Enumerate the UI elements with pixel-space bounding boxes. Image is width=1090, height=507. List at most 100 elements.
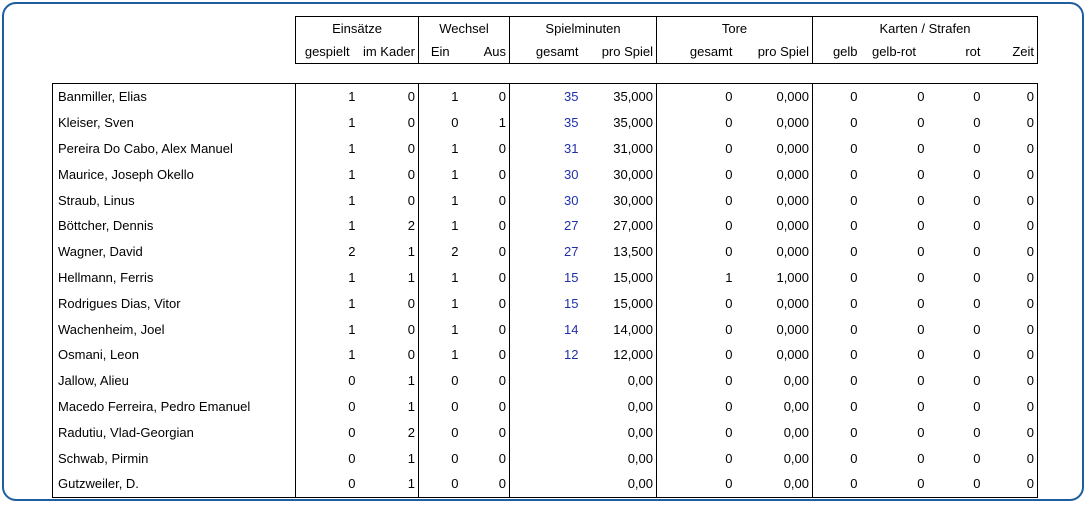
cell-minuten-gesamt	[509, 470, 582, 498]
cell-gelb: 0	[850, 269, 858, 285]
cell-zeit: 0	[983, 187, 1039, 213]
cell-minuten-gesamt: 35	[509, 82, 582, 110]
cell-ein: 0	[451, 115, 459, 131]
cell-tore-pro-spiel: 0,000	[735, 135, 814, 162]
cell-minuten-gesamt: 30	[564, 166, 579, 182]
cell-tore-pro-spiel: 0,00	[735, 393, 814, 420]
cell-minuten-gesamt	[510, 394, 582, 420]
cell-gespielt: 1	[295, 341, 359, 368]
cell-tore-gesamt: 0	[725, 321, 733, 337]
table-row: Rodrigues Dias, Vitor 1 0 1 0 15 15,000 0 0,000 0…	[52, 290, 1039, 317]
cell-tore-pro-spiel: 1,000	[735, 264, 814, 291]
cell-minuten-gesamt: 27	[564, 244, 579, 260]
table-row: Banmiller, Elias 1 0 1 0 35 35,000 0 0,000 0 0 0 0	[52, 82, 1039, 110]
cell-ein: 0	[451, 373, 459, 389]
cell-tore-gesamt: 0	[725, 244, 733, 260]
cell-minuten-pro-spiel: 30,000	[581, 161, 657, 188]
cell-minuten-pro-spiel: 0,00	[581, 470, 657, 498]
cell-ein: 0	[451, 450, 459, 466]
cell-gelb-rot: 0	[917, 115, 925, 131]
cell-gespielt: 1	[295, 290, 359, 317]
cell-gelb: 0	[850, 140, 858, 156]
cell-gelb-rot: 0	[917, 424, 925, 440]
player-name: Gutzweiler, D.	[52, 470, 296, 498]
player-name: Hellmann, Ferris	[52, 264, 296, 291]
cell-gelb-rot: 0	[917, 295, 925, 311]
cell-gelb-rot: 0	[917, 269, 925, 285]
cell-aus: 0	[461, 238, 510, 265]
cell-minuten-pro-spiel: 0,00	[581, 367, 657, 394]
cell-gelb-rot: 0	[917, 244, 925, 260]
col-aus: Aus	[461, 39, 510, 64]
cell-rot: 0	[973, 450, 981, 466]
cell-rot: 0	[927, 82, 984, 110]
cell-tore-gesamt: 0	[725, 166, 733, 182]
col-gespielt: gespielt	[295, 39, 359, 64]
col-minuten-pro-spiel: pro Spiel	[581, 39, 657, 64]
player-name: Kleiser, Sven	[52, 109, 296, 136]
cell-aus: 0	[461, 367, 510, 394]
cell-im-kader: 0	[358, 316, 419, 342]
empty-corner	[53, 39, 296, 64]
cell-tore-gesamt: 0	[725, 373, 733, 389]
cell-zeit: 0	[983, 393, 1039, 420]
cell-rot: 0	[927, 470, 984, 498]
cell-aus: 0	[461, 187, 510, 213]
cell-ein: 1	[451, 166, 459, 182]
group-wechsel: Wechsel	[418, 16, 510, 39]
cell-gespielt: 0	[295, 470, 359, 498]
cell-aus: 1	[461, 109, 510, 136]
group-karten: Karten / Strafen	[812, 16, 1039, 39]
cell-gelb-rot: 0	[917, 140, 925, 156]
cell-minuten-gesamt	[510, 368, 582, 394]
cell-tore-gesamt: 0	[725, 450, 733, 466]
cell-minuten-pro-spiel: 15,000	[581, 264, 657, 291]
cell-gelb-rot: 0	[917, 218, 925, 234]
group-spielminuten: Spielminuten	[509, 16, 657, 39]
cell-im-kader: 1	[358, 367, 419, 394]
table-row: Maurice, Joseph Okello 1 0 1 0 30 30,000 0 0,000…	[52, 161, 1039, 188]
player-name: Straub, Linus	[52, 187, 296, 213]
cell-gelb: 0	[812, 470, 861, 498]
group-tore: Tore	[655, 16, 813, 39]
cell-tore-gesamt: 0	[725, 218, 733, 234]
cell-aus: 0	[461, 264, 510, 291]
cell-minuten-pro-spiel: 31,000	[581, 135, 657, 162]
cell-ein: 1	[451, 192, 459, 208]
cell-gelb-rot: 0	[917, 347, 925, 363]
cell-rot: 0	[973, 347, 981, 363]
cell-ein: 1	[451, 295, 459, 311]
cell-aus: 0	[461, 393, 510, 420]
cell-zeit: 0	[983, 109, 1039, 136]
cell-zeit: 0	[983, 367, 1039, 394]
cell-minuten-pro-spiel: 35,000	[581, 82, 657, 110]
col-ein: Ein	[418, 39, 462, 64]
col-tore-gesamt: gesamt	[656, 39, 736, 64]
col-minuten-gesamt: gesamt	[509, 39, 582, 64]
player-name: Banmiller, Elias	[52, 82, 296, 110]
cell-tore-pro-spiel: 0,000	[735, 82, 814, 110]
player-name: Jallow, Alieu	[52, 367, 296, 394]
cell-tore-pro-spiel: 0,000	[735, 316, 814, 342]
cell-minuten-pro-spiel: 30,000	[581, 187, 657, 213]
cell-gelb-rot: 0	[860, 82, 928, 110]
cell-im-kader: 2	[358, 419, 419, 446]
cell-tore-gesamt: 0	[725, 398, 733, 414]
table-row: Böttcher, Dennis 1 2 1 0 27 27,000 0 0,000 0 0 0 0	[52, 212, 1039, 239]
cell-zeit: 0	[983, 82, 1039, 110]
cell-tore-pro-spiel: 0,000	[735, 187, 814, 213]
player-name: Schwab, Pirmin	[52, 445, 296, 471]
cell-gelb: 0	[850, 295, 858, 311]
table-row: Jallow, Alieu 0 1 0 0 0,00 0 0,00 0 0 0 0	[52, 367, 1039, 394]
cell-gelb: 0	[850, 192, 858, 208]
cell-minuten-pro-spiel: 0,00	[581, 419, 657, 446]
cell-tore-pro-spiel: 0,00	[735, 470, 814, 498]
cell-minuten-gesamt: 15	[564, 295, 579, 311]
cell-minuten-pro-spiel: 14,000	[581, 316, 657, 342]
cell-ein: 1	[418, 82, 462, 110]
cell-im-kader: 0	[358, 109, 419, 136]
table-row: Straub, Linus 1 0 1 0 30 30,000 0 0,000 0 0 0 0	[52, 187, 1039, 213]
cell-rot: 0	[973, 192, 981, 208]
cell-tore-gesamt: 0	[725, 140, 733, 156]
col-im-kader: im Kader	[358, 39, 419, 64]
